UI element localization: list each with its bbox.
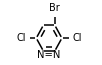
Text: Cl: Cl bbox=[72, 33, 82, 43]
Text: Br: Br bbox=[49, 3, 60, 13]
Text: N=N: N=N bbox=[37, 50, 61, 60]
Text: Cl: Cl bbox=[17, 33, 26, 43]
